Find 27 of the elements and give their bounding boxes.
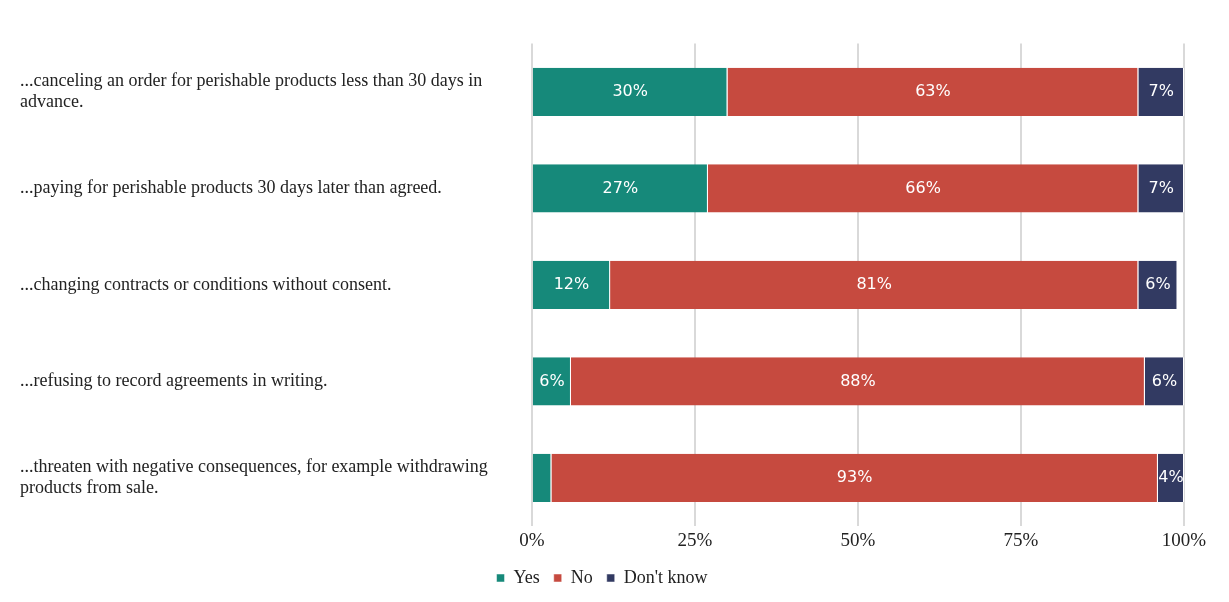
data-label: 27% — [602, 177, 639, 197]
legend-label: Yes — [513, 566, 540, 587]
data-label: 6% — [539, 370, 565, 390]
x-tick-label: 75% — [1003, 528, 1039, 550]
x-tick-label: 0% — [519, 528, 545, 550]
data-label: 66% — [905, 177, 941, 197]
x-tick-label: 50% — [840, 528, 876, 550]
data-label: 6% — [1151, 370, 1178, 390]
y-tick-label: ...threaten with negative consequences, for example withdrawing products from sale. — [20, 455, 488, 498]
y-tick-label: ...changing contracts or conditions without consent. — [20, 273, 392, 294]
x-tick-label: 25% — [677, 528, 713, 550]
data-label: 93% — [836, 467, 873, 487]
y-tick-label: ...paying for perishable products 30 days later than agreed. — [20, 177, 442, 198]
y-tick-label: ...refusing to record agreements in writing. — [20, 370, 328, 391]
data-label: 88% — [840, 370, 876, 390]
data-label: 30% — [612, 81, 648, 101]
data-label: 7% — [1148, 81, 1174, 101]
legend-label: Don't know — [623, 566, 708, 587]
data-label: 12% — [553, 274, 590, 294]
data-label: 6% — [1145, 274, 1171, 294]
data-label: 7% — [1148, 177, 1174, 197]
y-tick-label: ...canceling an order for perishable products less than 30 days in advance. — [20, 69, 483, 112]
x-tick-label: 100% — [1161, 528, 1207, 550]
data-label: 63% — [915, 81, 951, 101]
data-label: 4% — [1158, 467, 1184, 487]
legend-label: No — [570, 566, 593, 587]
data-label: 81% — [856, 274, 892, 294]
